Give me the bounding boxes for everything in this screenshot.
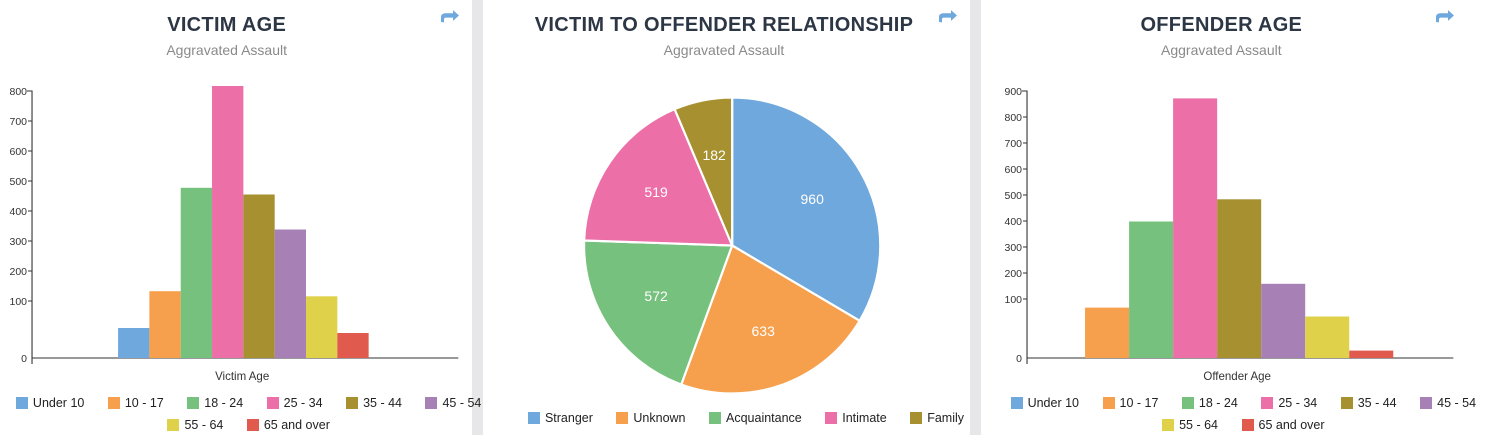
svg-text:800: 800 <box>1004 112 1022 124</box>
svg-text:Offender Age: Offender Age <box>1203 371 1271 383</box>
svg-text:600: 600 <box>1004 164 1022 176</box>
svg-text:400: 400 <box>1004 216 1022 228</box>
svg-text:300: 300 <box>9 236 27 248</box>
svg-text:600: 600 <box>9 146 27 158</box>
svg-text:200: 200 <box>9 266 27 278</box>
svg-text:633: 633 <box>752 323 776 339</box>
svg-text:200: 200 <box>1004 268 1022 280</box>
svg-text:300: 300 <box>1004 242 1022 254</box>
svg-text:500: 500 <box>1004 190 1022 202</box>
svg-text:182: 182 <box>703 147 727 163</box>
svg-text:900: 900 <box>1004 86 1022 98</box>
svg-text:700: 700 <box>1004 138 1022 150</box>
svg-text:100: 100 <box>9 296 27 308</box>
svg-text:100: 100 <box>1004 294 1022 306</box>
svg-text:800: 800 <box>9 86 27 98</box>
svg-text:519: 519 <box>645 184 669 200</box>
svg-text:960: 960 <box>801 191 825 207</box>
svg-text:0: 0 <box>1016 353 1022 365</box>
svg-text:Victim Age: Victim Age <box>215 371 269 383</box>
svg-text:700: 700 <box>9 116 27 128</box>
svg-text:0: 0 <box>21 353 27 365</box>
svg-text:400: 400 <box>9 206 27 218</box>
svg-text:572: 572 <box>645 288 669 304</box>
svg-text:500: 500 <box>9 176 27 188</box>
